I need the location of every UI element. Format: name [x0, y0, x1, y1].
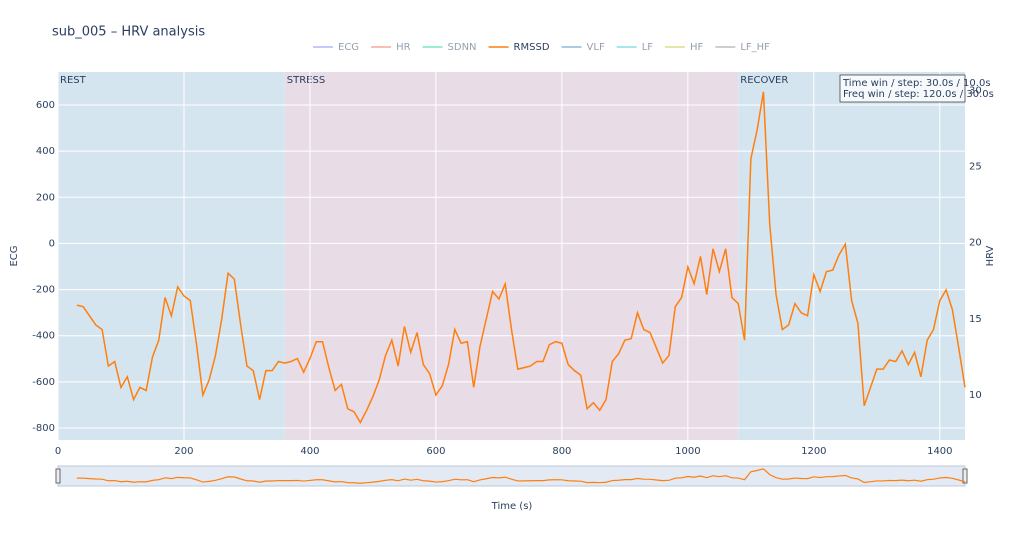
- y2-tick-label: 25: [969, 161, 982, 172]
- y2-tick-label: 20: [969, 238, 982, 249]
- legend-label[interactable]: LF_HF: [740, 42, 770, 53]
- range-handle: [55, 468, 61, 484]
- y-tick-label: 0: [49, 238, 55, 249]
- legend-label[interactable]: RMSSD: [514, 42, 550, 53]
- y-tick-label: -200: [32, 285, 55, 296]
- x-axis-title: Time (s): [491, 501, 533, 512]
- range-slider: [57, 465, 966, 487]
- y-tick-label: 400: [36, 146, 55, 157]
- y-tick-label: -400: [32, 331, 55, 342]
- y-axis-title: ECG: [9, 245, 20, 266]
- legend-label[interactable]: VLF: [587, 42, 605, 53]
- region-label: RECOVER: [740, 75, 788, 86]
- annotation-box: [839, 74, 966, 103]
- x-tick-label: 200: [174, 446, 193, 457]
- y-tick-label: -600: [32, 377, 55, 388]
- y-tick-label: 200: [36, 192, 55, 203]
- range-handle: [962, 468, 968, 484]
- region: [58, 72, 285, 440]
- y2-axis-title: HRV: [985, 245, 996, 266]
- y2-tick-label: 15: [969, 314, 982, 325]
- chart-title: sub_005 – HRV analysis: [52, 25, 205, 40]
- x-tick-label: 400: [300, 446, 319, 457]
- x-tick-label: 800: [552, 446, 571, 457]
- x-tick-label: 0: [55, 446, 61, 457]
- annotation: Time win / step: 30.0s / 10.0s: [842, 78, 991, 89]
- legend-label[interactable]: LF: [642, 42, 654, 53]
- x-tick-label: 1000: [675, 446, 700, 457]
- legend-label[interactable]: SDNN: [448, 42, 477, 53]
- x-tick-label: 1400: [927, 446, 952, 457]
- legend-label[interactable]: HR: [396, 42, 411, 53]
- y2-tick-label: 30: [969, 85, 982, 96]
- range-slider-line: [76, 468, 966, 484]
- legend-label[interactable]: HF: [690, 42, 704, 53]
- y-tick-label: 600: [36, 100, 55, 111]
- y2-tick-label: 10: [969, 390, 982, 401]
- x-tick-label: 1200: [801, 446, 826, 457]
- region-label: REST: [60, 75, 87, 86]
- annotation: Freq win / step: 120.0s / 30.0s: [843, 89, 994, 100]
- y-tick-label: -800: [32, 423, 55, 434]
- series-line: [76, 91, 966, 425]
- legend-label[interactable]: ECG: [338, 42, 359, 53]
- x-tick-label: 600: [426, 446, 445, 457]
- region: [738, 72, 965, 440]
- region-label: STRESS: [287, 75, 325, 86]
- region: [284, 72, 739, 440]
